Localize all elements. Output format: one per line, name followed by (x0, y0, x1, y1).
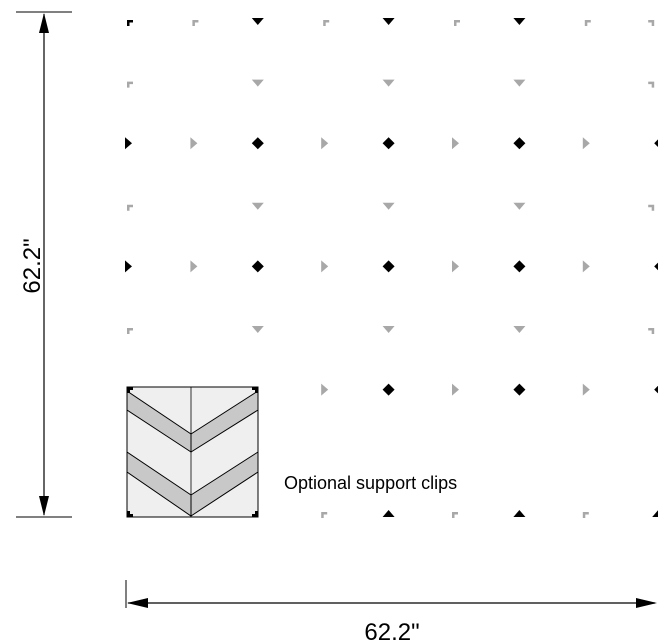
triangle-down-icon (251, 326, 264, 333)
chevron-panel (126, 386, 259, 518)
height-dimension: 62.2" (16, 11, 72, 518)
corner-clip-icon (452, 512, 458, 518)
triangle-up-icon (652, 510, 658, 517)
triangle-down-icon (513, 18, 526, 25)
corner-clip-icon (323, 20, 330, 26)
four-way-clip-icon (251, 137, 264, 150)
triangle-right-icon (190, 137, 198, 150)
triangle-down-icon (251, 18, 264, 25)
corner-clip-icon (648, 328, 655, 334)
four-way-clip-icon (382, 383, 395, 396)
width-label: 62.2" (364, 619, 419, 643)
corner-clip-icon (648, 204, 655, 211)
triangle-down-icon (251, 79, 264, 87)
triangle-up-icon (382, 510, 395, 517)
four-way-clip-icon (513, 260, 526, 273)
triangle-up-icon (513, 510, 526, 517)
support-clips-label: Optional support clips (284, 473, 457, 493)
corner-clip-icon (127, 20, 133, 26)
connector-grid (125, 18, 658, 518)
arrow-right-icon (636, 598, 657, 608)
corner-clip-icon (454, 20, 460, 26)
triangle-down-icon (382, 18, 395, 25)
triangle-down-icon (382, 79, 395, 87)
triangle-right-icon (321, 383, 329, 396)
corner-clip-icon (127, 204, 133, 211)
triangle-down-icon (382, 202, 395, 210)
triangle-down-icon (513, 202, 526, 210)
corner-clip-icon (192, 20, 199, 26)
corner-clip-icon (584, 20, 591, 26)
triangle-right-icon (582, 383, 590, 396)
triangle-right-icon (452, 383, 459, 396)
four-way-clip-icon (382, 260, 395, 273)
four-way-clip-icon (513, 383, 526, 396)
triangle-right-icon (125, 260, 132, 273)
corner-clip-icon (648, 81, 655, 88)
triangle-right-icon (321, 260, 329, 273)
support-clip-icon (252, 387, 258, 393)
triangle-down-icon (513, 326, 526, 333)
four-way-clip-icon (654, 385, 658, 394)
triangle-right-icon (452, 137, 459, 150)
support-clip-icon (252, 511, 258, 517)
width-dimension: 62.2" (125, 580, 657, 643)
triangle-right-icon (321, 137, 329, 150)
support-clip-icon (127, 387, 133, 393)
arrow-left-icon (127, 598, 148, 608)
corner-clip-icon (321, 512, 328, 518)
support-clip-icon (127, 511, 133, 517)
four-way-clip-icon (654, 262, 658, 271)
four-way-clip-icon (654, 139, 658, 147)
corner-clip-icon (127, 81, 133, 88)
four-way-clip-icon (251, 260, 264, 273)
corner-clip-icon (582, 512, 589, 518)
triangle-down-icon (382, 326, 395, 333)
four-way-clip-icon (513, 137, 526, 150)
triangle-down-icon (513, 79, 526, 87)
corner-clip-icon (648, 20, 655, 26)
height-label: 62.2" (19, 238, 46, 293)
arrow-down-icon (39, 496, 49, 516)
four-way-clip-icon (382, 137, 395, 150)
triangle-right-icon (582, 260, 590, 273)
triangle-right-icon (452, 260, 459, 273)
triangle-right-icon (125, 137, 132, 150)
triangle-right-icon (190, 260, 198, 273)
corner-clip-icon (127, 328, 133, 334)
arrow-up-icon (39, 13, 49, 33)
triangle-right-icon (582, 137, 590, 150)
triangle-down-icon (251, 202, 264, 210)
